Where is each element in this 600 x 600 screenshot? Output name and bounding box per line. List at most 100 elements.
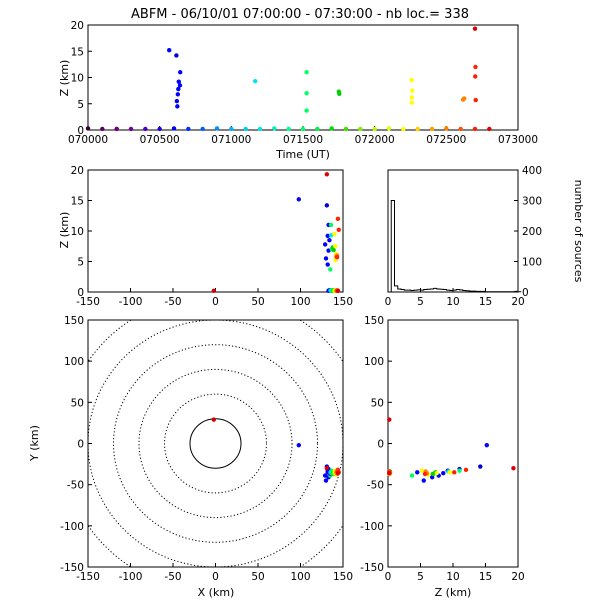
zy-frame [387, 319, 519, 568]
zy-point [478, 464, 483, 469]
xz-point [323, 256, 329, 261]
plan-view-ytick-tick-label: 100 [64, 356, 84, 368]
time-height-point [174, 98, 180, 104]
time-height-xtick-tick-label: 073000 [498, 134, 538, 146]
histogram-ytick-tick-label: 400 [522, 165, 542, 177]
xz-point [328, 267, 333, 272]
xz-yticks: 0 5 10 15 20 [71, 165, 92, 299]
histogram-xtick-tick-label: 20 [511, 296, 524, 308]
time-height-xtick-tick-label: 072500 [426, 134, 466, 146]
zy-ytick-tick-label: 100 [364, 356, 384, 368]
xz-point [322, 242, 328, 247]
xz-point [335, 288, 341, 293]
histogram-xtick-tick-label: 0 [385, 296, 392, 308]
time-height-point [178, 70, 183, 75]
range-ring [189, 418, 242, 469]
time-height-point [401, 126, 406, 132]
zy-point [421, 478, 426, 483]
histogram-xtick-tick-label: 5 [417, 296, 424, 308]
histogram-panel: number of sources 0 5 10 15 20 0 100 200 300 400 [385, 165, 585, 308]
xz-points [211, 172, 341, 293]
range-ring [113, 344, 318, 543]
time-height-point [472, 26, 478, 31]
histogram-yticks: 0 100 200 300 400 [514, 165, 542, 299]
time-height-xtick-tick-label: 071500 [283, 134, 323, 146]
plan-view-ytick-tick-label: 150 [64, 315, 84, 327]
xz-xtick-tick-label: 0 [212, 296, 219, 308]
time-height-point [472, 126, 478, 132]
time-height-points [85, 26, 492, 132]
xz-ytick-tick-label: 20 [71, 165, 84, 177]
time-height-point [176, 86, 181, 92]
zy-point [415, 470, 420, 475]
time-height-point [176, 79, 181, 84]
zy-ytick-tick-label: 150 [364, 315, 384, 327]
time-height-point [372, 126, 377, 132]
zy-point [434, 470, 439, 476]
time-height-point [114, 126, 119, 132]
zy-xtick-tick-label: 10 [446, 571, 459, 583]
plan-view-panel: X (km) Y (km) -150 -100 -50 0 50 100 150 -150-… [28, 315, 353, 599]
plan-view-xtick-tick-label: -50 [164, 571, 181, 583]
time-height-ytick-tick-label: 20 [71, 20, 84, 32]
xz-ytick-tick-label: 5 [77, 257, 84, 269]
time-height-point [329, 126, 334, 131]
time-height-ytick-tick-label: 0 [77, 125, 84, 137]
plan-view-point [335, 470, 341, 476]
time-height-panel: Z (km) Time (UT) 070000 070500 071000 07150… [58, 20, 538, 161]
chart-title: ABFM - 06/10/01 07:00:00 - 07:30:00 - nb… [131, 7, 469, 22]
plan-view-xticks: -150 -100 -50 0 50 100 150 [76, 563, 353, 583]
time-height-ylabel: Z (km) [58, 60, 71, 97]
plan-view-points [211, 417, 341, 483]
plan-view-xtick-tick-label: 0 [212, 571, 219, 583]
zy-point [387, 417, 392, 422]
time-height-point [286, 126, 291, 132]
zy-point [463, 467, 469, 473]
time-height-point [358, 126, 363, 132]
time-height-point [429, 126, 435, 132]
xz-xticks: -150 -100 -50 0 50 100 150 [76, 288, 353, 308]
histogram-xtick-tick-label: 10 [446, 296, 459, 308]
xz-point [328, 233, 334, 238]
plan-view-xlabel: X (km) [198, 586, 235, 599]
xz-point [324, 203, 330, 208]
xz-point [325, 233, 330, 239]
time-height-point [304, 91, 309, 96]
plan-view-xtick-tick-label: 50 [251, 571, 264, 583]
time-height-point [157, 126, 162, 132]
xz-xtick-tick-label: 50 [251, 296, 264, 308]
zy-xtick-tick-label: 5 [417, 571, 424, 583]
plan-view-xtick-tick-label: -100 [119, 571, 143, 583]
time-height-ytick-tick-label: 10 [71, 73, 84, 85]
range-ring [88, 320, 343, 567]
plan-view-point [322, 473, 328, 478]
time-height-point [253, 78, 258, 84]
plan-view-point [323, 478, 329, 483]
plan-view-point [296, 442, 301, 448]
zy-xticks: 0 5 10 15 20 [385, 563, 525, 583]
time-height-ytick-tick-label: 5 [77, 99, 84, 111]
histogram-ytick-tick-label: 200 [522, 226, 542, 238]
zy-panel: Z (km) 0 5 10 15 20 -150 -100 -50 0 50 100 150 [360, 315, 525, 599]
xz-ytick-tick-label: 15 [71, 196, 84, 208]
xz-ytick-tick-label: 0 [77, 287, 84, 299]
zy-ytick-tick-label: -50 [367, 480, 384, 492]
time-height-point [444, 126, 449, 131]
xz-point [325, 262, 330, 267]
plan-view-point [324, 466, 330, 471]
range-ring [138, 368, 293, 519]
time-height-xtick-tick-label: 070000 [68, 134, 108, 146]
plan-view-ytick-tick-label: 0 [77, 439, 84, 451]
xz-xtick-tick-label: 150 [333, 296, 353, 308]
time-height-point [186, 126, 191, 132]
zy-point [422, 471, 428, 477]
time-height-point [315, 126, 320, 132]
histogram-xticks: 0 5 10 15 20 [385, 288, 525, 308]
zy-ytick-tick-label: -150 [360, 562, 384, 574]
zy-point [457, 468, 462, 473]
range-ring [164, 393, 267, 494]
time-height-point [409, 95, 415, 100]
histogram-ytick-tick-label: 100 [522, 257, 542, 269]
